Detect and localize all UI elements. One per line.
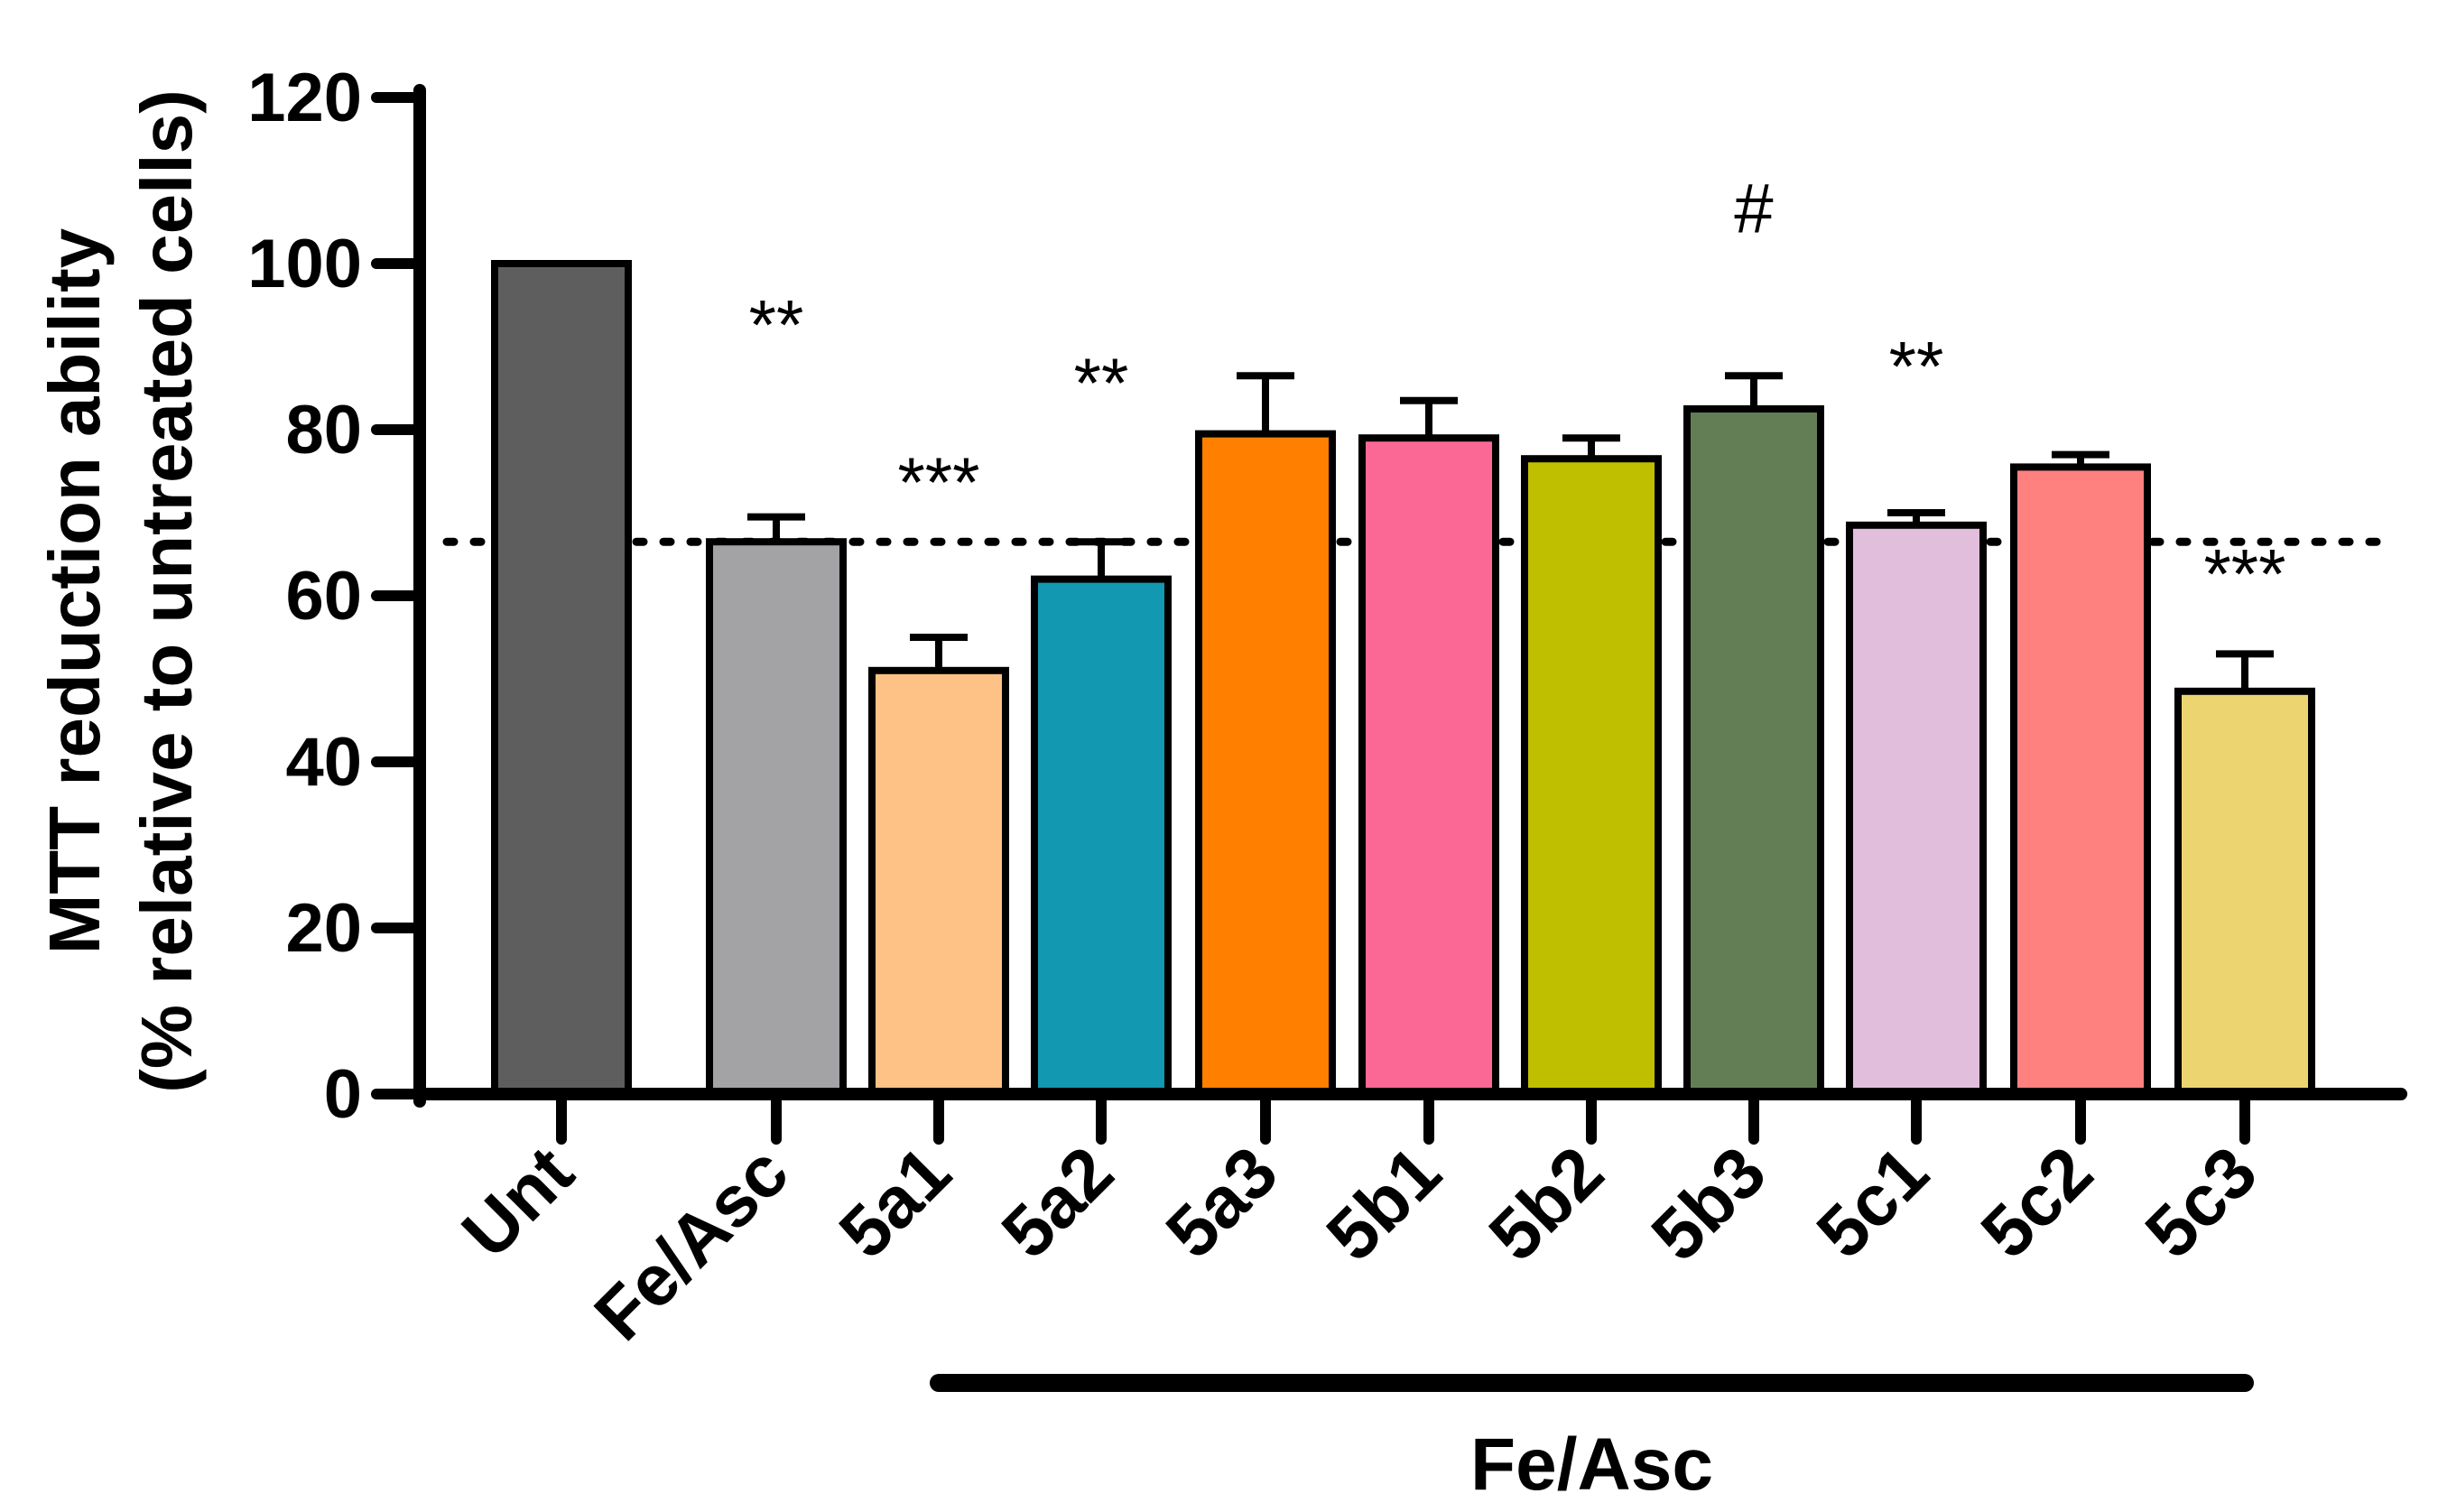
y-tick-label: 80 [285, 392, 362, 468]
significance-annotation: ** [749, 284, 804, 364]
group-label: Fe/Asc [1470, 1424, 1713, 1506]
x-tick-label: Fe/Asc [579, 1131, 803, 1355]
x-tick-label: 5b3 [1636, 1131, 1781, 1275]
significance-annotation: ** [1889, 326, 1944, 405]
y-tick-label: 100 [247, 226, 362, 302]
y-tick-label: 40 [285, 724, 362, 801]
y-axis-title-group: MTT reduction ability (% relative to unt… [34, 89, 207, 1092]
x-tick-label: 5a1 [824, 1131, 966, 1273]
bar-5b1 [1358, 434, 1499, 1098]
bar-5a2 [1031, 575, 1172, 1098]
y-axis-title: MTT reduction ability [34, 227, 115, 954]
y-tick-label: 60 [285, 558, 362, 635]
significance-annotation: *** [2203, 533, 2285, 613]
x-tick-label: 5c3 [2130, 1131, 2272, 1273]
axes-layer [371, 84, 2407, 1145]
x-tick-label: 5a3 [1151, 1131, 1293, 1273]
bar-5c1 [1846, 521, 1987, 1098]
bar-5b3 [1683, 405, 1824, 1098]
x-tick-label: 5c1 [1802, 1131, 1943, 1273]
bar-5a1 [868, 666, 1009, 1098]
x-tick-label: 5a2 [987, 1131, 1128, 1273]
annotations-layer: *******#***** [749, 169, 2286, 614]
y-tick-label: 120 [247, 60, 362, 136]
bar-unt [491, 260, 632, 1098]
bar-5c3 [2174, 687, 2315, 1098]
significance-annotation: *** [897, 442, 979, 522]
x-tick-label: Unt [447, 1131, 589, 1273]
bar-5a3 [1195, 430, 1336, 1099]
x-tick-label: 5b2 [1474, 1131, 1618, 1275]
bar-5c2 [2010, 463, 2151, 1098]
significance-annotation: ** [1074, 343, 1129, 422]
bar-5b2 [1521, 455, 1662, 1098]
x-tick-label: 5b1 [1312, 1131, 1456, 1275]
y-axis-subtitle: (% relative to untreated cells) [126, 89, 207, 1092]
bar-fe-asc [706, 538, 847, 1098]
significance-annotation: # [1734, 169, 1773, 248]
x-tick-label: 5c2 [1966, 1131, 2108, 1273]
bars-layer [491, 260, 2315, 1099]
y-tick-label: 20 [285, 890, 362, 967]
y-tick-label: 0 [324, 1056, 362, 1133]
group-bracket-layer: Fe/Asc [930, 1374, 2254, 1506]
